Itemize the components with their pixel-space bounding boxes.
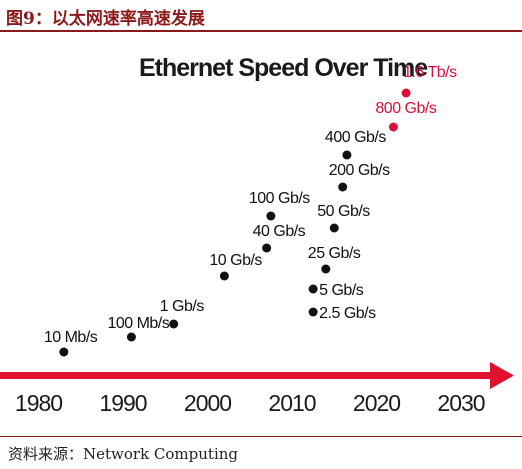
data-point-label: 400 Gb/s (325, 129, 386, 146)
data-point-label: 50 Gb/s (317, 203, 370, 220)
data-point-label: 25 Gb/s (308, 245, 361, 262)
x-tick-label: 2000 (184, 390, 231, 416)
data-point (266, 211, 276, 221)
data-point (401, 88, 411, 98)
data-point (126, 332, 136, 342)
data-point (59, 347, 69, 357)
data-point-label: 5 Gb/s (319, 282, 364, 299)
caption-divider (0, 30, 522, 32)
data-point-label: 1 Gb/s (160, 298, 205, 315)
data-point-label: 40 Gb/s (253, 223, 306, 240)
data-point (342, 150, 352, 160)
data-point (308, 284, 318, 294)
figure-caption: 图9：以太网速率高速发展 (6, 9, 205, 29)
data-point (262, 243, 272, 253)
x-axis-line (0, 372, 498, 379)
ethernet-speed-chart: Ethernet Speed Over Time 1980 1990 2000 201… (0, 54, 514, 416)
data-point (169, 319, 179, 329)
x-tick-label: 1980 (15, 390, 62, 416)
data-point (388, 122, 398, 132)
data-point (338, 182, 348, 192)
source-divider (0, 436, 522, 437)
data-point-label: 10 Mb/s (44, 329, 98, 346)
source-note: 资料来源：Network Computing (8, 445, 239, 463)
chart-title: Ethernet Speed Over Time (139, 54, 428, 82)
data-point (219, 271, 229, 281)
data-point-label: 200 Gb/s (329, 162, 390, 179)
data-point (308, 307, 318, 317)
data-point-label: 800 Gb/s (375, 100, 436, 117)
data-point (329, 223, 339, 233)
x-axis-arrowhead (490, 362, 514, 389)
data-point-label: 100 Mb/s (107, 315, 169, 332)
data-point-label: 10 Gb/s (209, 252, 262, 269)
data-point-label: 1.6 Tb/s (403, 64, 457, 81)
x-tick-label: 2010 (268, 390, 315, 416)
data-point-label: 2.5 Gb/s (319, 305, 376, 322)
x-tick-label: 1990 (99, 390, 146, 416)
data-point (321, 264, 331, 274)
data-points: 10 Mb/s 100 Mb/s1 Gb/s 10 Gb/s 40 Gb/s 100 G… (44, 64, 458, 357)
x-axis: 1980 1990 2000 2010 2020 2030 (0, 362, 514, 416)
data-point-label: 100 Gb/s (249, 190, 310, 207)
x-tick-label: 2030 (437, 390, 484, 416)
x-tick-label: 2020 (353, 390, 400, 416)
